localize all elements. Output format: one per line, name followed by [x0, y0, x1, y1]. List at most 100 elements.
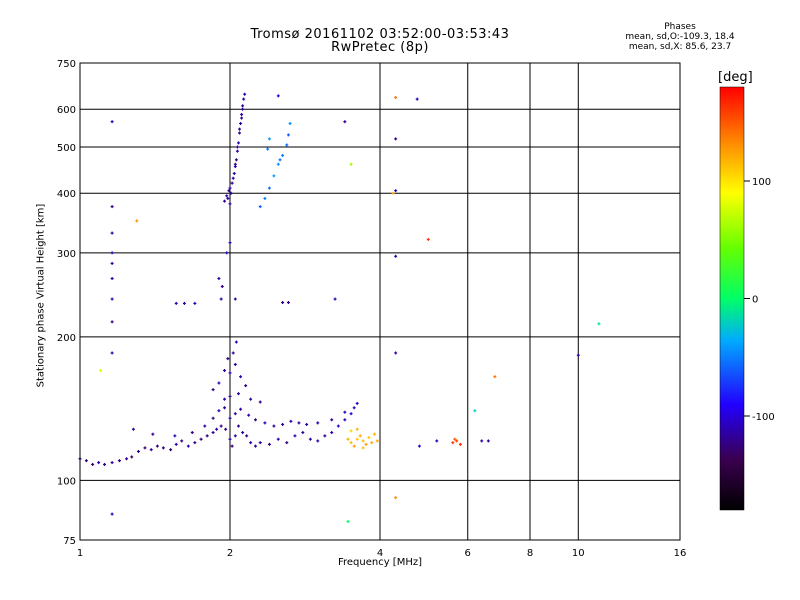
data-point	[253, 444, 257, 448]
data-point	[297, 421, 301, 425]
data-point	[333, 297, 337, 301]
phase-stats-o: mean, sd,O:-109.3, 18.4	[625, 32, 735, 42]
data-point	[375, 439, 379, 443]
data-point	[239, 122, 243, 126]
data-point	[349, 412, 353, 416]
data-point	[99, 368, 103, 372]
data-point	[249, 397, 253, 401]
data-point	[343, 120, 347, 124]
data-point	[161, 446, 165, 450]
data-point	[241, 104, 245, 108]
data-point	[244, 384, 248, 388]
x-tick-label: 1	[77, 548, 83, 559]
data-point	[211, 388, 215, 392]
data-point	[316, 421, 320, 425]
data-point	[316, 439, 320, 443]
data-point	[103, 462, 107, 466]
colorbar-tick-label: 0	[752, 295, 758, 306]
data-points	[78, 92, 601, 524]
data-point	[286, 301, 290, 305]
y-tick-label: 200	[57, 333, 76, 344]
data-point	[239, 407, 243, 411]
data-point	[373, 432, 377, 436]
data-point	[130, 455, 134, 459]
data-point	[241, 107, 245, 111]
data-point	[232, 171, 236, 175]
data-point	[217, 381, 221, 385]
chart-title: Tromsø 20161102 03:52:00-03:53:43	[250, 27, 510, 42]
data-point	[226, 357, 230, 361]
data-point	[286, 133, 290, 137]
data-point	[193, 301, 197, 305]
data-point	[233, 362, 237, 366]
data-point	[243, 92, 247, 96]
data-point	[281, 301, 285, 305]
data-point	[242, 97, 246, 101]
data-point	[117, 459, 121, 463]
data-point	[355, 427, 359, 431]
data-point	[493, 375, 497, 379]
chart-subtitle: RwPretec (8p)	[331, 40, 429, 55]
data-point	[249, 441, 253, 445]
data-point	[480, 439, 484, 443]
data-point	[355, 401, 359, 405]
data-point	[370, 441, 374, 445]
data-point	[131, 427, 135, 431]
data-point	[228, 186, 232, 190]
data-point	[289, 419, 293, 423]
data-point	[97, 461, 101, 465]
data-point	[228, 202, 232, 206]
colorbar-unit-label: [deg]	[718, 70, 753, 85]
data-point	[349, 162, 353, 166]
data-point	[308, 437, 312, 441]
data-point	[219, 297, 223, 301]
data-point	[352, 406, 356, 410]
data-point	[349, 429, 353, 433]
data-point	[149, 448, 153, 452]
data-point	[174, 442, 178, 446]
data-point	[258, 205, 262, 209]
data-point	[233, 297, 237, 301]
data-point	[219, 424, 223, 428]
data-point	[361, 446, 365, 450]
data-point	[394, 95, 398, 99]
colorbar-tick-label: -100	[752, 412, 775, 423]
data-point	[486, 439, 490, 443]
data-point	[223, 397, 227, 401]
data-point	[285, 441, 289, 445]
data-point	[228, 437, 232, 441]
x-tick-label: 8	[527, 548, 533, 559]
data-point	[110, 120, 114, 124]
y-tick-label: 500	[57, 143, 76, 154]
data-point	[223, 406, 227, 410]
data-point	[224, 427, 228, 431]
data-point	[203, 424, 207, 428]
data-point	[110, 277, 114, 281]
data-point	[263, 421, 267, 425]
data-point	[234, 340, 238, 344]
data-point	[235, 145, 239, 149]
plot-frame	[79, 62, 681, 541]
data-point	[230, 181, 234, 185]
data-point	[266, 147, 270, 151]
data-point	[245, 434, 249, 438]
y-axis-ticks: 75 100 200 300 400 500 600 750	[57, 59, 76, 547]
data-point	[226, 196, 230, 200]
data-point	[435, 439, 439, 443]
data-point	[281, 153, 285, 157]
data-point	[293, 434, 297, 438]
data-point	[330, 418, 334, 422]
data-point	[258, 400, 262, 404]
data-point	[217, 409, 221, 413]
data-point	[258, 441, 262, 445]
data-point	[233, 412, 237, 416]
data-point	[352, 444, 356, 448]
data-point	[186, 444, 190, 448]
data-point	[235, 149, 239, 153]
data-point	[155, 444, 159, 448]
data-point	[394, 137, 398, 141]
data-point	[394, 351, 398, 355]
data-point	[247, 413, 251, 417]
y-tick-label: 75	[63, 536, 76, 547]
